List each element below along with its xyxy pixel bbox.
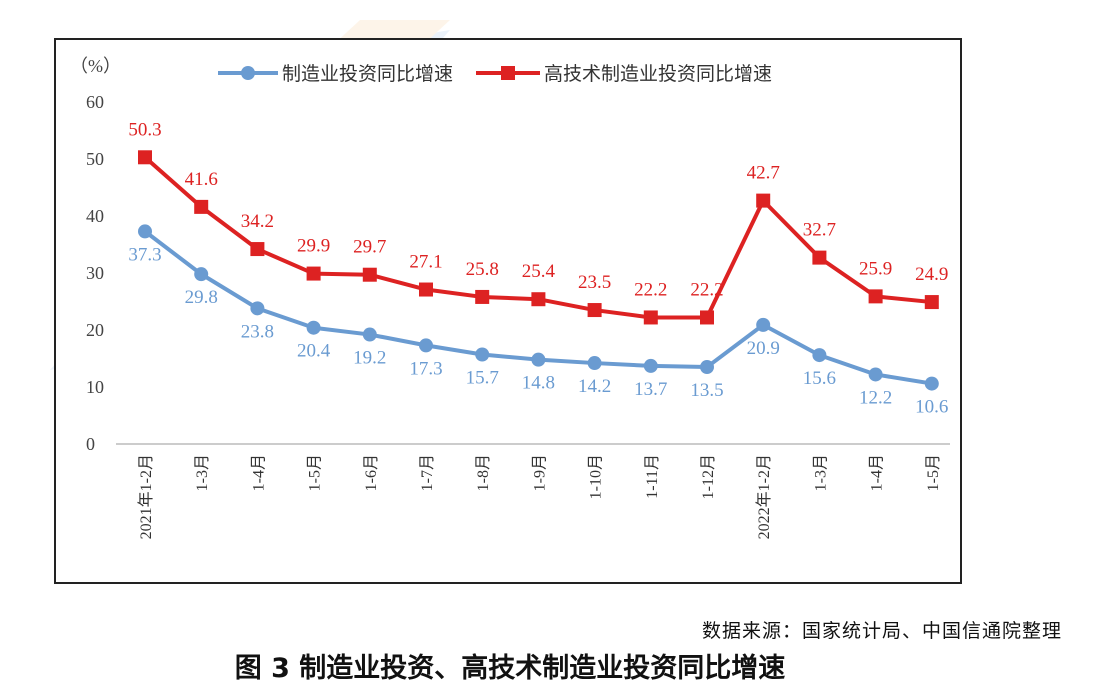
y-tick-label: 20 bbox=[86, 320, 104, 340]
data-point-manufacturing bbox=[868, 367, 883, 382]
data-label-hightech: 23.5 bbox=[578, 272, 611, 293]
y-axis-ticks: 0 10 20 30 40 50 60 bbox=[86, 92, 104, 454]
x-tick-label: 1-5月 bbox=[307, 454, 324, 491]
data-point-manufacturing bbox=[362, 327, 377, 342]
data-point-hightech bbox=[138, 150, 152, 165]
data-point-hightech bbox=[419, 282, 433, 297]
figure-caption: 图 3 制造业投资、高技术制造业投资同比增速 bbox=[234, 653, 786, 684]
data-label-hightech: 25.8 bbox=[466, 259, 499, 280]
x-axis-ticks: 2021年1-2月 1-3月 1-4月 1-5月 1-6月 1-7月 1-8月 1-9月 1-1… bbox=[137, 454, 942, 539]
data-point-hightech bbox=[700, 310, 714, 325]
data-label-hightech: 41.6 bbox=[185, 169, 218, 190]
data-label-manufacturing: 15.7 bbox=[466, 368, 499, 389]
data-point-manufacturing bbox=[419, 338, 433, 353]
data-point-hightech bbox=[194, 199, 209, 214]
x-tick-label: 1-11月 bbox=[644, 454, 661, 499]
data-label-manufacturing: 29.8 bbox=[185, 287, 218, 308]
y-tick-label: 50 bbox=[86, 149, 104, 169]
data-label-manufacturing: 23.8 bbox=[241, 321, 274, 342]
x-tick-label: 1-12月 bbox=[700, 454, 717, 499]
data-label-manufacturing: 19.2 bbox=[353, 348, 386, 369]
data-point-manufacturing bbox=[924, 376, 939, 391]
data-point-hightech bbox=[812, 250, 827, 265]
data-point-manufacturing bbox=[531, 352, 546, 367]
x-tick-label: 1-4月 bbox=[250, 454, 267, 491]
data-label-hightech: 25.4 bbox=[522, 261, 556, 282]
data-point-hightech bbox=[306, 266, 321, 281]
legend-marker-hightech bbox=[501, 66, 515, 80]
data-label-manufacturing: 14.2 bbox=[578, 376, 611, 397]
data-label-hightech: 34.2 bbox=[241, 211, 274, 232]
data-label-manufacturing: 14.8 bbox=[522, 373, 555, 394]
data-point-manufacturing bbox=[587, 356, 602, 371]
legend-label-manufacturing: 制造业投资同比增速 bbox=[282, 63, 453, 85]
data-point-hightech bbox=[587, 303, 602, 318]
series-layer: 37.3 29.8 23.8 20.4 19.2 17.3 15.7 14.8 14.2 13.7… bbox=[128, 119, 948, 417]
data-point-hightech bbox=[531, 292, 546, 307]
data-label-manufacturing: 17.3 bbox=[409, 358, 442, 379]
y-tick-label: 10 bbox=[86, 377, 104, 397]
data-label-manufacturing: 20.9 bbox=[747, 338, 780, 359]
data-label-hightech: 25.9 bbox=[859, 258, 892, 279]
data-point-hightech bbox=[250, 242, 265, 257]
data-point-manufacturing bbox=[700, 360, 714, 375]
data-point-manufacturing bbox=[756, 317, 771, 332]
source-note: 数据来源：国家统计局、中国信通院整理 bbox=[701, 620, 1062, 642]
data-point-hightech bbox=[756, 193, 771, 208]
data-label-manufacturing: 12.2 bbox=[859, 387, 892, 408]
line-chart: （%） 制造业投资同比增速 高技术制造业投资同比增速 0 10 20 30 40 50 60… bbox=[70, 56, 950, 539]
chart-frame: （%） 制造业投资同比增速 高技术制造业投资同比增速 0 10 20 30 40 50 60… bbox=[54, 38, 962, 584]
data-point-hightech bbox=[868, 289, 883, 304]
data-point-manufacturing bbox=[250, 301, 265, 316]
data-label-manufacturing: 15.6 bbox=[803, 368, 836, 389]
x-tick-label: 1-3月 bbox=[194, 454, 211, 491]
y-tick-label: 0 bbox=[86, 434, 95, 454]
data-label-hightech: 50.3 bbox=[128, 119, 161, 140]
x-tick-label: 1-4月 bbox=[869, 454, 886, 491]
x-tick-label: 1-5月 bbox=[925, 454, 942, 491]
data-label-hightech: 22.2 bbox=[634, 279, 667, 300]
data-label-hightech: 27.1 bbox=[409, 252, 442, 273]
y-tick-label: 60 bbox=[86, 92, 104, 112]
x-tick-label: 1-9月 bbox=[531, 454, 548, 491]
legend-label-hightech: 高技术制造业投资同比增速 bbox=[544, 63, 772, 85]
legend-marker-manufacturing bbox=[241, 66, 255, 80]
data-label-hightech: 32.7 bbox=[803, 220, 836, 241]
data-point-manufacturing bbox=[138, 224, 152, 239]
x-tick-label: 1-6月 bbox=[363, 454, 380, 491]
data-label-manufacturing: 13.5 bbox=[690, 380, 723, 401]
data-label-hightech: 22.2 bbox=[690, 279, 723, 300]
y-axis-unit-label: （%） bbox=[70, 56, 121, 76]
data-label-hightech: 42.7 bbox=[747, 163, 780, 184]
data-point-hightech bbox=[643, 310, 658, 325]
x-tick-label: 2022年1-2月 bbox=[755, 454, 773, 539]
x-tick-label: 1-7月 bbox=[419, 454, 436, 491]
data-label-hightech: 24.9 bbox=[915, 264, 948, 285]
x-tick-label: 1-3月 bbox=[812, 454, 829, 491]
data-label-hightech: 29.7 bbox=[353, 237, 386, 258]
data-label-manufacturing: 10.6 bbox=[915, 397, 948, 418]
y-tick-label: 40 bbox=[86, 206, 104, 226]
x-tick-label: 2021年1-2月 bbox=[137, 454, 155, 539]
data-point-manufacturing bbox=[306, 320, 321, 335]
data-point-hightech bbox=[362, 267, 377, 282]
x-tick-label: 1-8月 bbox=[475, 454, 492, 491]
data-point-manufacturing bbox=[475, 347, 490, 362]
data-point-hightech bbox=[475, 289, 490, 304]
data-label-manufacturing: 20.4 bbox=[297, 341, 331, 362]
x-tick-label: 1-10月 bbox=[588, 454, 605, 499]
data-label-hightech: 29.9 bbox=[297, 236, 330, 257]
data-point-hightech bbox=[924, 295, 939, 310]
y-tick-label: 30 bbox=[86, 263, 104, 283]
data-point-manufacturing bbox=[812, 348, 827, 363]
data-label-manufacturing: 37.3 bbox=[128, 244, 161, 265]
data-label-manufacturing: 13.7 bbox=[634, 379, 667, 400]
chart-legend: 制造业投资同比增速 高技术制造业投资同比增速 bbox=[218, 63, 772, 85]
data-point-manufacturing bbox=[643, 358, 658, 373]
data-point-manufacturing bbox=[194, 267, 209, 282]
